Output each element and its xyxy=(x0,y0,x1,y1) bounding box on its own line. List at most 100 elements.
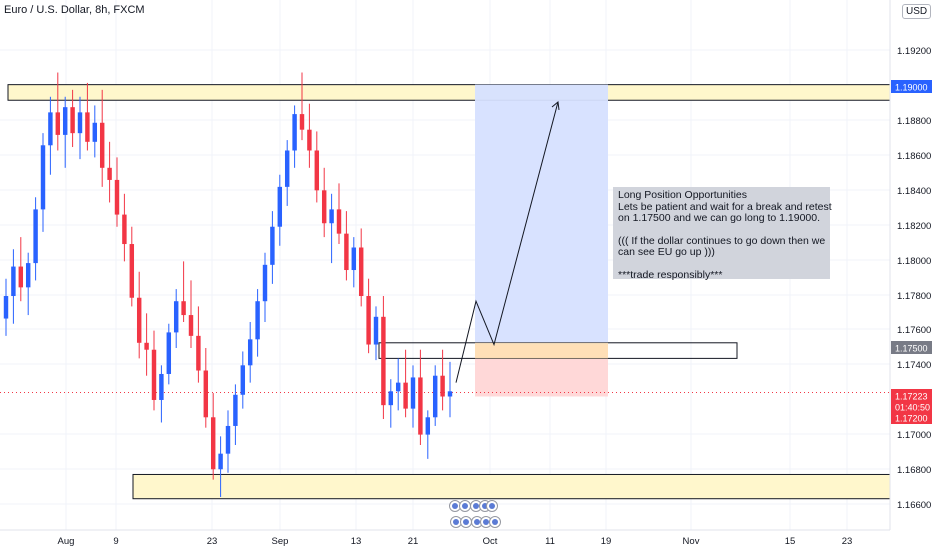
candle xyxy=(395,358,401,411)
note-line xyxy=(618,259,825,270)
candle-body xyxy=(270,226,275,265)
candle-body xyxy=(85,112,90,142)
annotation-note[interactable]: Long Position Opportunities Lets be pati… xyxy=(613,187,832,280)
candle xyxy=(173,289,179,348)
time-tick-label: 15 xyxy=(785,536,796,547)
candle-body xyxy=(284,150,290,187)
note-line: on 1.17500 and we can go long to 1.19000… xyxy=(618,212,821,224)
candle-body xyxy=(299,114,305,130)
candle-body xyxy=(55,112,61,135)
time-tick-label: Aug xyxy=(58,536,75,547)
note-line: Lets be patient and wait for a break and… xyxy=(618,200,832,213)
candle xyxy=(255,289,260,357)
candle-body xyxy=(114,179,120,215)
candle-body xyxy=(99,122,105,168)
candle xyxy=(144,313,149,376)
candle-body xyxy=(344,233,349,271)
candle-body xyxy=(403,382,408,409)
price-tag-label: 1.17223 xyxy=(895,392,928,402)
candle-body xyxy=(159,373,164,400)
candle-body xyxy=(373,316,379,345)
time-tick-label: 19 xyxy=(601,536,612,547)
drawings xyxy=(449,101,560,528)
candle xyxy=(262,252,268,323)
currency-button[interactable]: USD xyxy=(902,4,932,19)
candle-body xyxy=(3,296,9,319)
candle xyxy=(136,271,142,359)
candle xyxy=(418,349,423,446)
candle xyxy=(85,82,90,151)
candle-body xyxy=(240,365,246,395)
candle-body xyxy=(188,315,194,336)
candle-body xyxy=(166,332,172,374)
grid xyxy=(0,0,890,530)
candle xyxy=(410,365,416,428)
candle xyxy=(344,211,349,281)
candle xyxy=(114,157,120,227)
projection-path xyxy=(455,101,559,383)
candle xyxy=(284,140,290,206)
candle-body xyxy=(395,382,401,392)
price-tag-label: 1.17500 xyxy=(895,344,928,354)
candle xyxy=(107,141,112,203)
candle xyxy=(336,183,342,245)
candle xyxy=(314,131,320,203)
candle xyxy=(181,261,186,323)
time-tick-label: 23 xyxy=(842,536,853,547)
candle-body xyxy=(48,112,53,146)
candle-body xyxy=(70,107,75,134)
event-flag-icon xyxy=(473,503,479,509)
candle xyxy=(196,306,201,383)
price-tag xyxy=(891,400,932,413)
candle xyxy=(233,384,238,446)
candle-body xyxy=(366,296,371,345)
candle-body xyxy=(151,349,157,400)
candle-body xyxy=(210,417,216,470)
event-flag-icon xyxy=(492,519,498,525)
candle xyxy=(388,379,394,428)
candle xyxy=(129,226,135,307)
candle-body xyxy=(11,266,16,297)
candle xyxy=(351,237,357,288)
time-tick-label: Sep xyxy=(272,536,289,547)
candle xyxy=(11,249,16,324)
candle xyxy=(92,105,98,158)
candle xyxy=(40,133,46,232)
price-tick-label: 1.16800 xyxy=(897,465,931,476)
candle-body xyxy=(358,247,364,297)
time-tick-label: 21 xyxy=(408,536,419,547)
price-tick-label: 1.18600 xyxy=(897,151,931,162)
candle-body xyxy=(33,209,38,264)
price-tick-label: 1.17600 xyxy=(897,325,931,336)
long-position-target xyxy=(475,84,608,345)
price-tag-label: 01:40:50 xyxy=(895,403,930,413)
candles xyxy=(3,72,453,497)
event-flag-icon xyxy=(452,503,458,509)
price-tick-label: 1.19200 xyxy=(897,46,931,57)
candle xyxy=(329,193,334,264)
candle-body xyxy=(425,417,431,435)
event-flag-icon xyxy=(462,503,468,509)
price-tick-label: 1.17000 xyxy=(897,430,931,441)
candle-body xyxy=(388,391,394,406)
candle-body xyxy=(351,247,357,271)
candle xyxy=(55,72,61,151)
event-flag-icon xyxy=(489,503,495,509)
candle xyxy=(188,280,194,348)
candle-body xyxy=(136,297,142,343)
candle xyxy=(307,103,312,168)
entry-zone-overlap xyxy=(475,342,608,359)
candle xyxy=(447,361,453,418)
candle-body xyxy=(329,209,334,224)
time-tick-label: Nov xyxy=(683,536,700,547)
candle-body xyxy=(225,425,231,454)
candle-body xyxy=(292,114,297,151)
candle xyxy=(99,89,105,187)
candle-body xyxy=(129,244,135,298)
price-tag-label: 1.17200 xyxy=(895,414,928,424)
time-tick-label: 9 xyxy=(113,536,118,547)
zones xyxy=(0,84,891,500)
candle-body xyxy=(218,453,223,470)
